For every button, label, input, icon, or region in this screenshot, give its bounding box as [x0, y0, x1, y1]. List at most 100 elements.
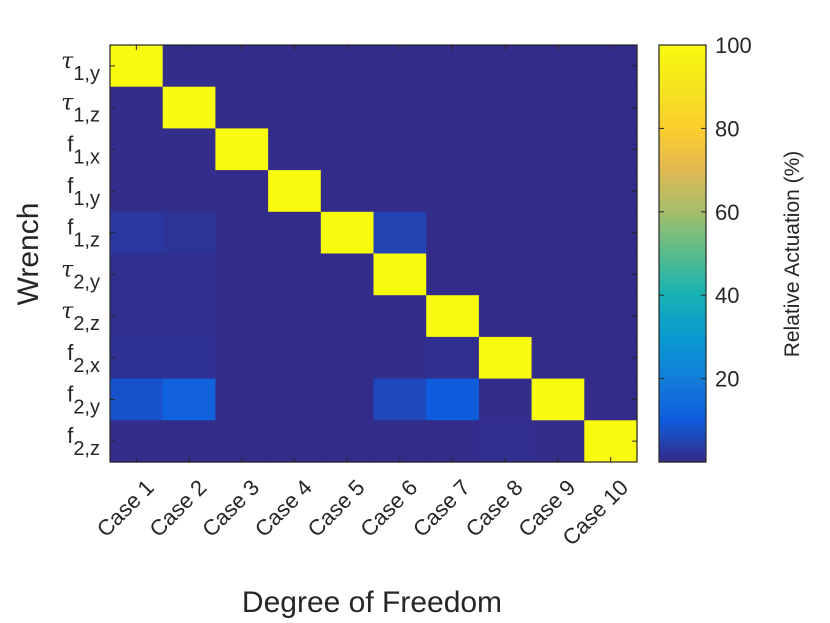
- heatmap-cell: [426, 170, 480, 213]
- x-tick-label: Case 6: [355, 475, 422, 542]
- colorbar-segment: [659, 336, 706, 342]
- heatmap-cell: [110, 336, 164, 380]
- heatmap-cell: [320, 170, 375, 213]
- colorbar-frame: [658, 44, 707, 463]
- colorbar-segment: [659, 299, 706, 305]
- heatmap-cell: [531, 170, 585, 213]
- heatmap-cell: [110, 253, 164, 296]
- colorbar-segment: [659, 157, 706, 163]
- heatmap-cell: [110, 45, 164, 88]
- heatmap-cell: [478, 170, 533, 213]
- heatmap-cell: [162, 336, 216, 380]
- heatmap-cell: [373, 336, 427, 380]
- heatmap-cell: [320, 378, 375, 421]
- colorbar-segment: [659, 128, 706, 134]
- colorbar-segment: [659, 132, 706, 138]
- tick-marks: [110, 45, 637, 462]
- heatmap-cell: [268, 86, 322, 129]
- colorbar-segment: [659, 149, 706, 155]
- heatmap-cell: [478, 128, 533, 171]
- heatmap-cell: [268, 128, 322, 171]
- colorbar-segment: [659, 174, 706, 180]
- heatmap-cell: [584, 170, 638, 213]
- colorbar-segment: [659, 178, 706, 184]
- heatmap-cell: [162, 420, 216, 463]
- heatmap-cell: [320, 128, 375, 171]
- heatmap-cell: [531, 211, 585, 255]
- colorbar-segment: [659, 266, 706, 271]
- heatmap-cell: [320, 86, 375, 129]
- colorbar-segment: [659, 370, 706, 376]
- colorbar-segment: [659, 324, 706, 330]
- heatmap-cell: [320, 253, 375, 296]
- y-tick-label: f2,y: [67, 381, 100, 418]
- heatmap-cell: [426, 45, 480, 88]
- colorbar-segment: [659, 320, 706, 325]
- y-axis-title: Wrench: [12, 203, 45, 306]
- colorbar-segment: [659, 215, 706, 221]
- heatmap-cell: [478, 420, 533, 463]
- heatmap-cell: [373, 45, 427, 88]
- heatmap-cell: [531, 336, 585, 380]
- heatmap-cell: [373, 420, 427, 463]
- colorbar-segment: [659, 374, 706, 380]
- colorbar-segment: [659, 170, 706, 175]
- heatmap-cell: [215, 295, 269, 338]
- y-tick-label: f2,x: [67, 340, 100, 377]
- heatmap-cell: [268, 295, 322, 338]
- y-tick-label: f1,y: [67, 173, 100, 210]
- heatmap-cell: [584, 253, 638, 296]
- heatmap-cell: [426, 253, 480, 296]
- colorbar-segment: [659, 341, 706, 346]
- heatmap-cell: [426, 420, 480, 463]
- heatmap-cell: [215, 378, 269, 421]
- heatmap-cells: [110, 45, 638, 463]
- heatmap-cell: [531, 295, 585, 338]
- colorbar-segment: [659, 386, 706, 392]
- colorbar-segment: [659, 115, 706, 121]
- colorbar-tick-label: 80: [715, 116, 739, 141]
- colorbar-segment: [659, 445, 706, 451]
- heatmap-cell: [478, 378, 533, 421]
- heatmap-cell: [320, 45, 375, 88]
- colorbar-segment: [659, 103, 706, 109]
- colorbar-segment: [659, 57, 706, 63]
- x-axis-title: Degree of Freedom: [242, 586, 502, 619]
- colorbar-segment: [659, 190, 706, 196]
- heatmap-cell: [320, 420, 375, 463]
- heatmap-cell: [373, 86, 427, 129]
- heatmap-cell: [162, 86, 216, 129]
- y-tick-label: τ1,y: [61, 49, 100, 85]
- heatmap-cell: [373, 128, 427, 171]
- colorbar-segment: [659, 432, 706, 438]
- colorbar-segment: [659, 428, 706, 434]
- heatmap-cell: [426, 336, 480, 380]
- heatmap-cell: [162, 45, 216, 88]
- y-tick-label: τ2,z: [61, 299, 100, 335]
- plot-frame: [109, 44, 638, 463]
- heatmap-cell: [584, 211, 638, 255]
- colorbar-segment: [659, 295, 706, 300]
- heatmap-cell: [426, 295, 480, 338]
- heatmap-cell: [162, 128, 216, 171]
- colorbar-segment: [659, 278, 706, 284]
- colorbar-segment: [659, 257, 706, 263]
- colorbar-segment: [659, 186, 706, 192]
- heatmap-cell: [162, 211, 216, 255]
- colorbar-segment: [659, 153, 706, 159]
- colorbar-segment: [659, 353, 706, 359]
- colorbar-segment: [659, 224, 706, 230]
- colorbar-segment: [659, 249, 706, 255]
- colorbar-segment: [659, 382, 706, 388]
- colorbar-segment: [659, 366, 706, 371]
- colorbar-segment: [659, 95, 706, 100]
- colorbar-segment: [659, 145, 706, 150]
- heatmap-cell: [162, 170, 216, 213]
- colorbar-segment: [659, 424, 706, 430]
- colorbar-segment: [659, 120, 706, 125]
- colorbar-segment: [659, 211, 706, 217]
- heatmap-cell: [268, 170, 322, 213]
- colorbar-segment: [659, 90, 706, 96]
- heatmap-cell: [531, 86, 585, 129]
- heatmap-cell: [320, 211, 375, 255]
